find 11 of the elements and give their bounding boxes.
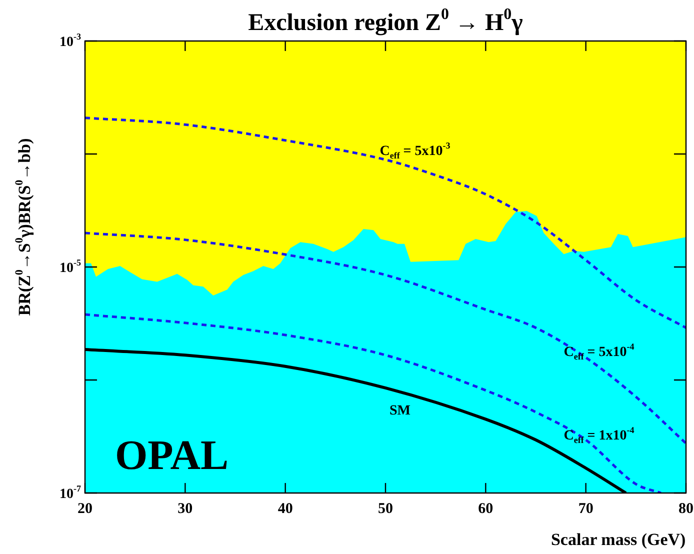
- x-tick-label: 20: [78, 501, 92, 517]
- x-tick-label: 40: [278, 501, 293, 517]
- x-tick-label: 30: [178, 501, 193, 517]
- x-tick-label: 50: [378, 501, 393, 517]
- x-tick-label: 60: [478, 501, 494, 517]
- x-tick-label: 80: [678, 501, 694, 517]
- y-axis-title: BR(Z0→S0γ)BR(S0→bb): [13, 138, 34, 316]
- series-label: SM: [390, 403, 410, 418]
- x-tick-label: 70: [578, 501, 594, 517]
- x-axis-title: Scalar mass (GeV): [550, 530, 686, 549]
- annotation: OPAL: [115, 433, 229, 479]
